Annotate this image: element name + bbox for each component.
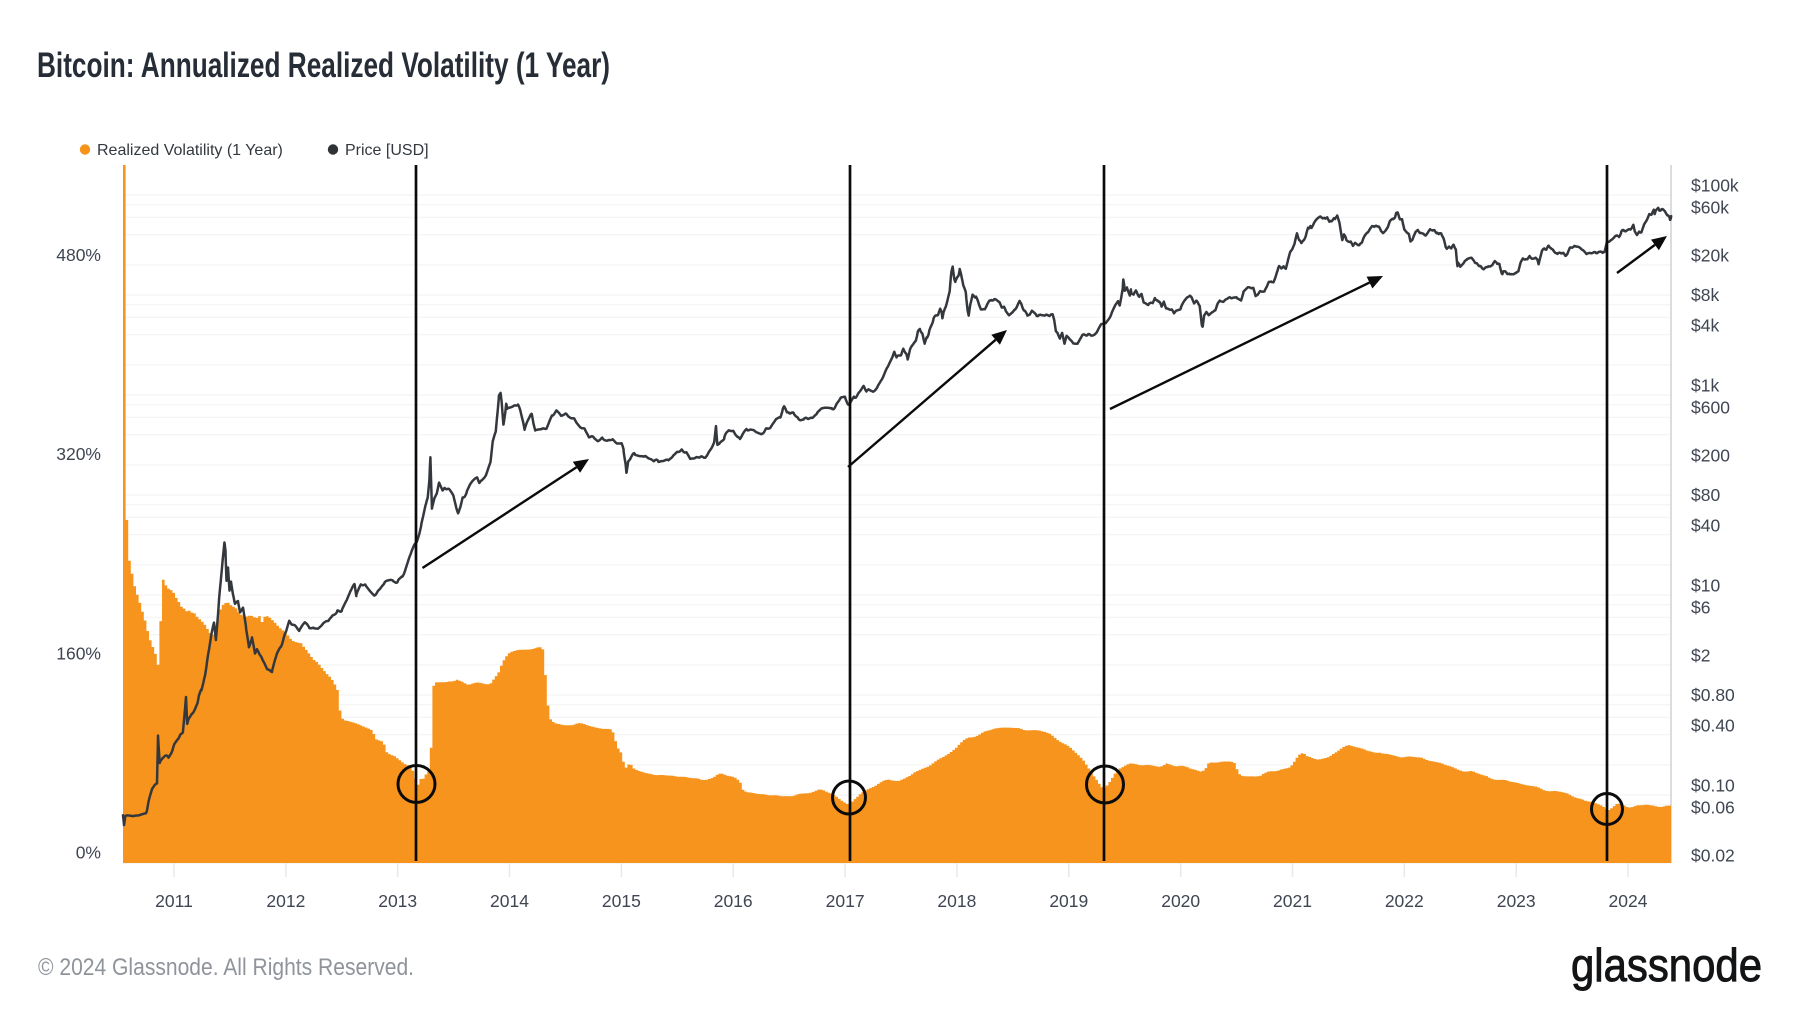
svg-text:© 2024 Glassnode. All Rights R: © 2024 Glassnode. All Rights Reserved. <box>38 954 414 981</box>
svg-text:2017: 2017 <box>826 891 865 911</box>
svg-text:$40: $40 <box>1691 515 1720 535</box>
svg-text:$10: $10 <box>1691 576 1720 596</box>
svg-text:$20k: $20k <box>1691 245 1729 265</box>
svg-text:$0.02: $0.02 <box>1691 845 1735 865</box>
svg-text:$0.80: $0.80 <box>1691 685 1735 705</box>
svg-text:$200: $200 <box>1691 445 1730 465</box>
svg-text:2015: 2015 <box>602 891 641 911</box>
svg-text:Price [USD]: Price [USD] <box>345 142 429 159</box>
svg-text:$8k: $8k <box>1691 285 1719 305</box>
svg-text:$80: $80 <box>1691 485 1720 505</box>
svg-text:2016: 2016 <box>714 891 753 911</box>
svg-text:glassnode: glassnode <box>1571 939 1762 991</box>
svg-text:$0.06: $0.06 <box>1691 798 1735 818</box>
svg-text:$0.40: $0.40 <box>1691 715 1735 735</box>
svg-text:480%: 480% <box>56 245 101 265</box>
svg-text:160%: 160% <box>56 643 101 663</box>
svg-text:2024: 2024 <box>1609 891 1648 911</box>
svg-text:$0.10: $0.10 <box>1691 776 1735 796</box>
svg-text:$1k: $1k <box>1691 376 1719 396</box>
svg-text:2021: 2021 <box>1273 891 1312 911</box>
svg-text:2018: 2018 <box>937 891 976 911</box>
svg-text:2022: 2022 <box>1385 891 1424 911</box>
svg-text:0%: 0% <box>76 843 101 863</box>
svg-text:2019: 2019 <box>1049 891 1088 911</box>
svg-text:Realized Volatility (1 Year): Realized Volatility (1 Year) <box>97 142 283 159</box>
svg-text:2023: 2023 <box>1497 891 1536 911</box>
svg-text:$60k: $60k <box>1691 198 1729 218</box>
svg-text:2013: 2013 <box>378 891 417 911</box>
svg-text:320%: 320% <box>56 444 101 464</box>
svg-text:2020: 2020 <box>1161 891 1200 911</box>
svg-text:$6: $6 <box>1691 598 1710 618</box>
svg-text:Bitcoin: Annualized Realized V: Bitcoin: Annualized Realized Volatility … <box>37 46 610 85</box>
svg-text:$4k: $4k <box>1691 315 1719 335</box>
svg-text:$600: $600 <box>1691 398 1730 418</box>
svg-text:$2: $2 <box>1691 645 1710 665</box>
svg-text:2014: 2014 <box>490 891 529 911</box>
svg-text:2011: 2011 <box>155 891 193 911</box>
svg-text:$100k: $100k <box>1691 176 1739 196</box>
svg-text:2012: 2012 <box>266 891 305 911</box>
